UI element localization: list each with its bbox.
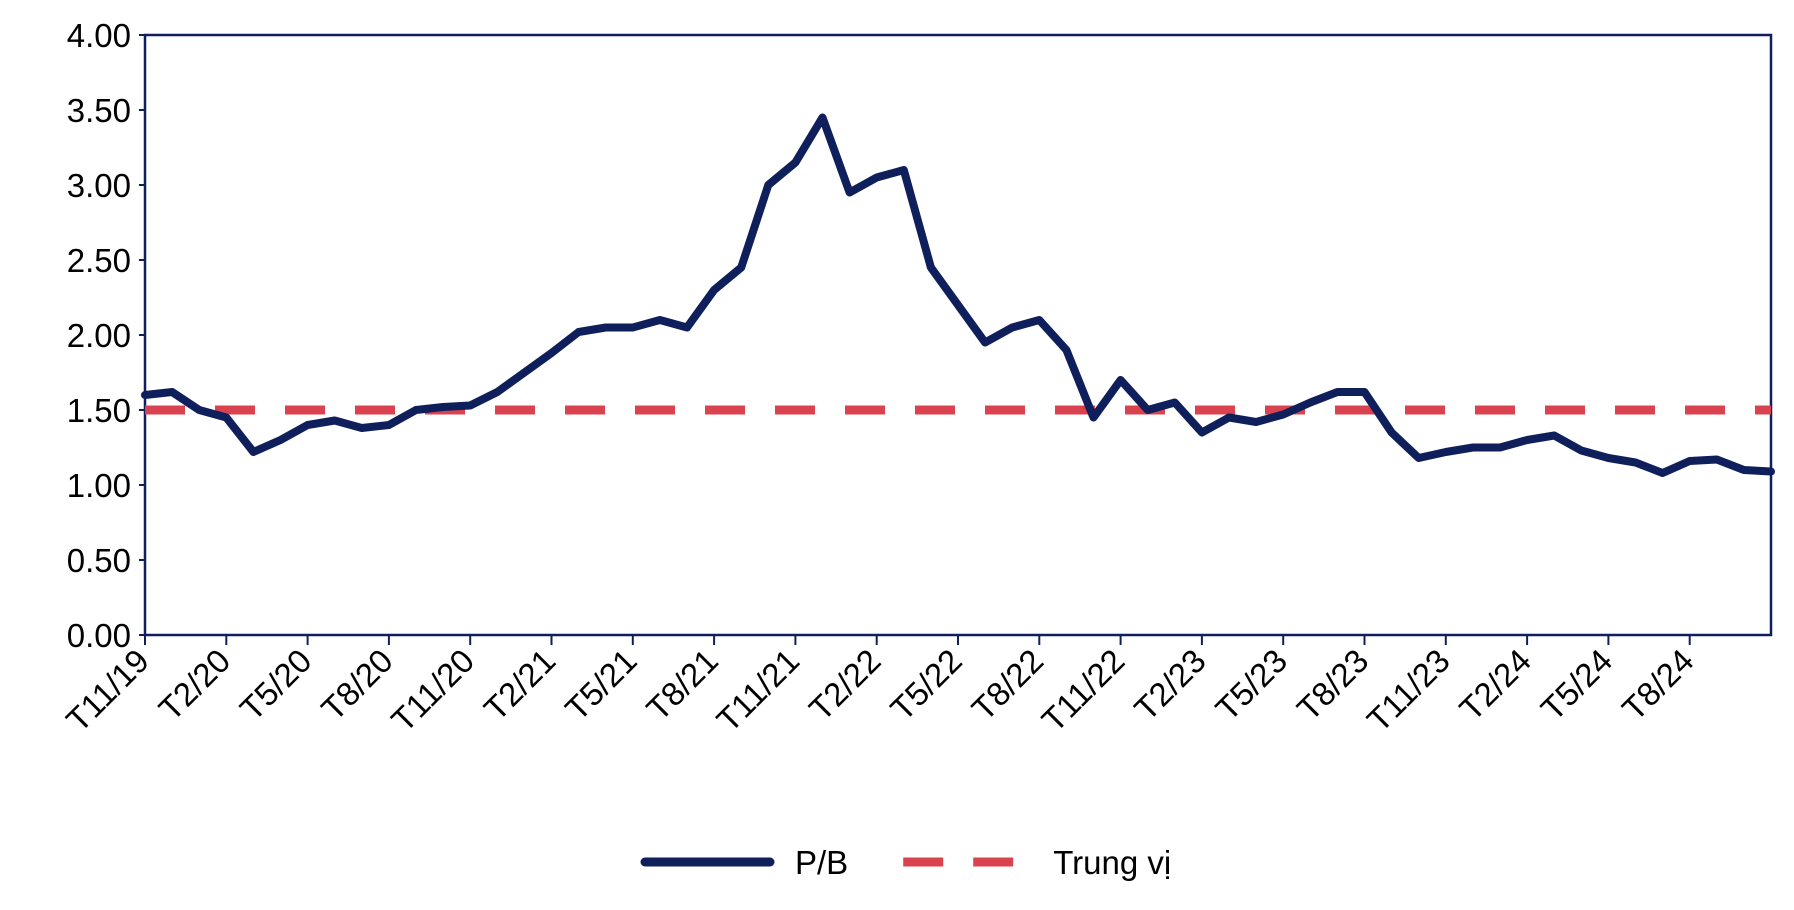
x-tick-label: T5/22 — [883, 642, 969, 728]
y-tick-label: 1.50 — [67, 392, 131, 429]
x-tick-label: T5/24 — [1534, 642, 1620, 728]
x-tick-label: T2/21 — [477, 642, 563, 728]
x-tick-label: T2/22 — [802, 642, 888, 728]
x-tick-label: T5/21 — [558, 642, 644, 728]
x-tick-label: T2/24 — [1452, 642, 1538, 728]
legend-label: P/B — [795, 844, 848, 881]
x-tick-label: T2/20 — [151, 642, 237, 728]
y-tick-label: 2.00 — [67, 317, 131, 354]
y-tick-label: 3.00 — [67, 167, 131, 204]
x-tick-label: T2/23 — [1127, 642, 1213, 728]
x-tick-label: T5/20 — [233, 642, 319, 728]
x-tick-label: T11/23 — [1360, 642, 1457, 739]
y-tick-label: 2.50 — [67, 242, 131, 279]
x-tick-label: T8/24 — [1615, 642, 1701, 728]
y-tick-label: 1.00 — [67, 467, 131, 504]
plot-frame — [143, 33, 1773, 637]
x-tick-label: T11/22 — [1034, 642, 1131, 739]
y-tick-label: 0.50 — [67, 542, 131, 579]
x-tick-label: T11/21 — [709, 642, 806, 739]
y-tick-label: 0.00 — [67, 617, 131, 654]
data-line — [141, 113, 1775, 477]
x-tick-label: T5/23 — [1208, 642, 1294, 728]
y-tick-label: 3.50 — [67, 92, 131, 129]
y-tick-label: 4.00 — [67, 17, 131, 54]
x-tick-label: T11/20 — [384, 642, 481, 739]
x-tick-label: T11/19 — [59, 642, 156, 739]
legend-label: Trung vị — [1053, 844, 1171, 881]
